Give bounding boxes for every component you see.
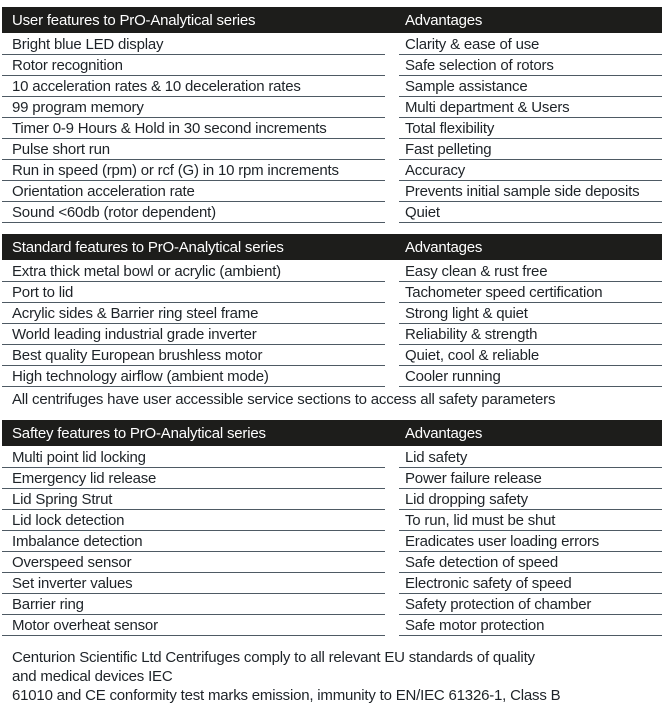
feature-row: Emergency lid release Power failure rele… (2, 468, 662, 489)
advantage-cell: Quiet (399, 202, 662, 223)
feature-row: Imbalance detection Eradicates user load… (2, 531, 662, 552)
section-rows: Bright blue LED display Clarity & ease o… (2, 34, 662, 223)
advantage-cell: Eradicates user loading errors (399, 531, 662, 552)
feature-row: Run in speed (rpm) or rcf (G) in 10 rpm … (2, 160, 662, 181)
feature-cell: Acrylic sides & Barrier ring steel frame (2, 303, 385, 324)
feature-cell: Barrier ring (2, 594, 385, 615)
feature-cell: Motor overheat sensor (2, 615, 385, 636)
feature-cell: Extra thick metal bowl or acrylic (ambie… (2, 261, 385, 282)
advantage-cell: Prevents initial sample side deposits (399, 181, 662, 202)
feature-cell: High technology airflow (ambient mode) (2, 366, 385, 387)
feature-row: Orientation acceleration rate Prevents i… (2, 181, 662, 202)
advantages-column-header: Advantages (405, 424, 483, 442)
feature-cell: Emergency lid release (2, 468, 385, 489)
feature-row: Lid Spring Strut Lid dropping safety (2, 489, 662, 510)
advantage-cell: Clarity & ease of use (399, 34, 662, 55)
advantages-column-header: Advantages (405, 11, 483, 29)
feature-sections: User features to PrO-Analytical series A… (2, 7, 662, 636)
section-note: All centrifuges have user accessible ser… (12, 391, 556, 408)
feature-row: Pulse short run Fast pelleting (2, 139, 662, 160)
compliance-footer: Centurion Scientific Ltd Centrifuges com… (2, 648, 662, 705)
section-rows: Extra thick metal bowl or acrylic (ambie… (2, 261, 662, 387)
feature-cell: Lid lock detection (2, 510, 385, 531)
section-title: User features to PrO-Analytical series (12, 11, 256, 29)
feature-section: Standard features to PrO-Analytical seri… (2, 234, 662, 409)
advantage-cell: Quiet, cool & reliable (399, 345, 662, 366)
feature-row: Port to lid Tachometer speed certificati… (2, 282, 662, 303)
feature-section: Saftey features to PrO-Analytical series… (2, 420, 662, 636)
advantage-cell: Total flexibility (399, 118, 662, 139)
feature-cell: Lid Spring Strut (2, 489, 385, 510)
section-title: Saftey features to PrO-Analytical series (12, 424, 266, 442)
section-rows: Multi point lid locking Lid safety Emerg… (2, 447, 662, 636)
advantage-cell: Electronic safety of speed (399, 573, 662, 594)
feature-row: Best quality European brushless motor Qu… (2, 345, 662, 366)
feature-row: Multi point lid locking Lid safety (2, 447, 662, 468)
advantage-cell: Sample assistance (399, 76, 662, 97)
feature-row: Rotor recognition Safe selection of roto… (2, 55, 662, 76)
feature-row: 10 acceleration rates & 10 deceleration … (2, 76, 662, 97)
feature-row: World leading industrial grade inverter … (2, 324, 662, 345)
footer-line-2: and medical devices IEC (12, 668, 173, 685)
feature-cell: Sound <60db (rotor dependent) (2, 202, 385, 223)
feature-cell: Bright blue LED display (2, 34, 385, 55)
feature-cell: 10 acceleration rates & 10 deceleration … (2, 76, 385, 97)
advantages-column-header: Advantages (405, 238, 483, 256)
feature-cell: Pulse short run (2, 139, 385, 160)
advantage-cell: Tachometer speed certification (399, 282, 662, 303)
feature-cell: Rotor recognition (2, 55, 385, 76)
advantage-cell: Strong light & quiet (399, 303, 662, 324)
advantage-cell: Reliability & strength (399, 324, 662, 345)
feature-cell: Multi point lid locking (2, 447, 385, 468)
advantage-cell: To run, lid must be shut (399, 510, 662, 531)
feature-row: Bright blue LED display Clarity & ease o… (2, 34, 662, 55)
feature-row: Sound <60db (rotor dependent) Quiet (2, 202, 662, 223)
feature-cell: Set inverter values (2, 573, 385, 594)
advantage-cell: Safe selection of rotors (399, 55, 662, 76)
feature-row: Extra thick metal bowl or acrylic (ambie… (2, 261, 662, 282)
advantage-cell: Accuracy (399, 160, 662, 181)
feature-row: Barrier ring Safety protection of chambe… (2, 594, 662, 615)
advantage-cell: Power failure release (399, 468, 662, 489)
section-header-bar: Standard features to PrO-Analytical seri… (2, 234, 662, 260)
feature-row: Overspeed sensor Safe detection of speed (2, 552, 662, 573)
feature-row: High technology airflow (ambient mode) C… (2, 366, 662, 387)
feature-row: 99 program memory Multi department & Use… (2, 97, 662, 118)
advantage-cell: Cooler running (399, 366, 662, 387)
feature-cell: Run in speed (rpm) or rcf (G) in 10 rpm … (2, 160, 385, 181)
footer-line-3: 61010 and CE conformity test marks emiss… (12, 687, 561, 704)
feature-row: Lid lock detection To run, lid must be s… (2, 510, 662, 531)
feature-cell: Imbalance detection (2, 531, 385, 552)
feature-row: Set inverter values Electronic safety of… (2, 573, 662, 594)
feature-row: Acrylic sides & Barrier ring steel frame… (2, 303, 662, 324)
advantage-cell: Safe motor protection (399, 615, 662, 636)
advantage-cell: Safety protection of chamber (399, 594, 662, 615)
advantage-cell: Safe detection of speed (399, 552, 662, 573)
section-title: Standard features to PrO-Analytical seri… (12, 238, 284, 256)
feature-row: Motor overheat sensor Safe motor protect… (2, 615, 662, 636)
feature-cell: Overspeed sensor (2, 552, 385, 573)
advantage-cell: Multi department & Users (399, 97, 662, 118)
section-header-bar: User features to PrO-Analytical series A… (2, 7, 662, 33)
feature-cell: World leading industrial grade inverter (2, 324, 385, 345)
feature-cell: Best quality European brushless motor (2, 345, 385, 366)
advantage-cell: Lid dropping safety (399, 489, 662, 510)
feature-cell: Timer 0-9 Hours & Hold in 30 second incr… (2, 118, 385, 139)
feature-row: Timer 0-9 Hours & Hold in 30 second incr… (2, 118, 662, 139)
feature-cell: 99 program memory (2, 97, 385, 118)
footer-line-1: Centurion Scientific Ltd Centrifuges com… (12, 649, 535, 666)
advantage-cell: Easy clean & rust free (399, 261, 662, 282)
advantage-cell: Lid safety (399, 447, 662, 468)
section-header-bar: Saftey features to PrO-Analytical series… (2, 420, 662, 446)
feature-cell: Port to lid (2, 282, 385, 303)
feature-cell: Orientation acceleration rate (2, 181, 385, 202)
feature-section: User features to PrO-Analytical series A… (2, 7, 662, 223)
advantage-cell: Fast pelleting (399, 139, 662, 160)
